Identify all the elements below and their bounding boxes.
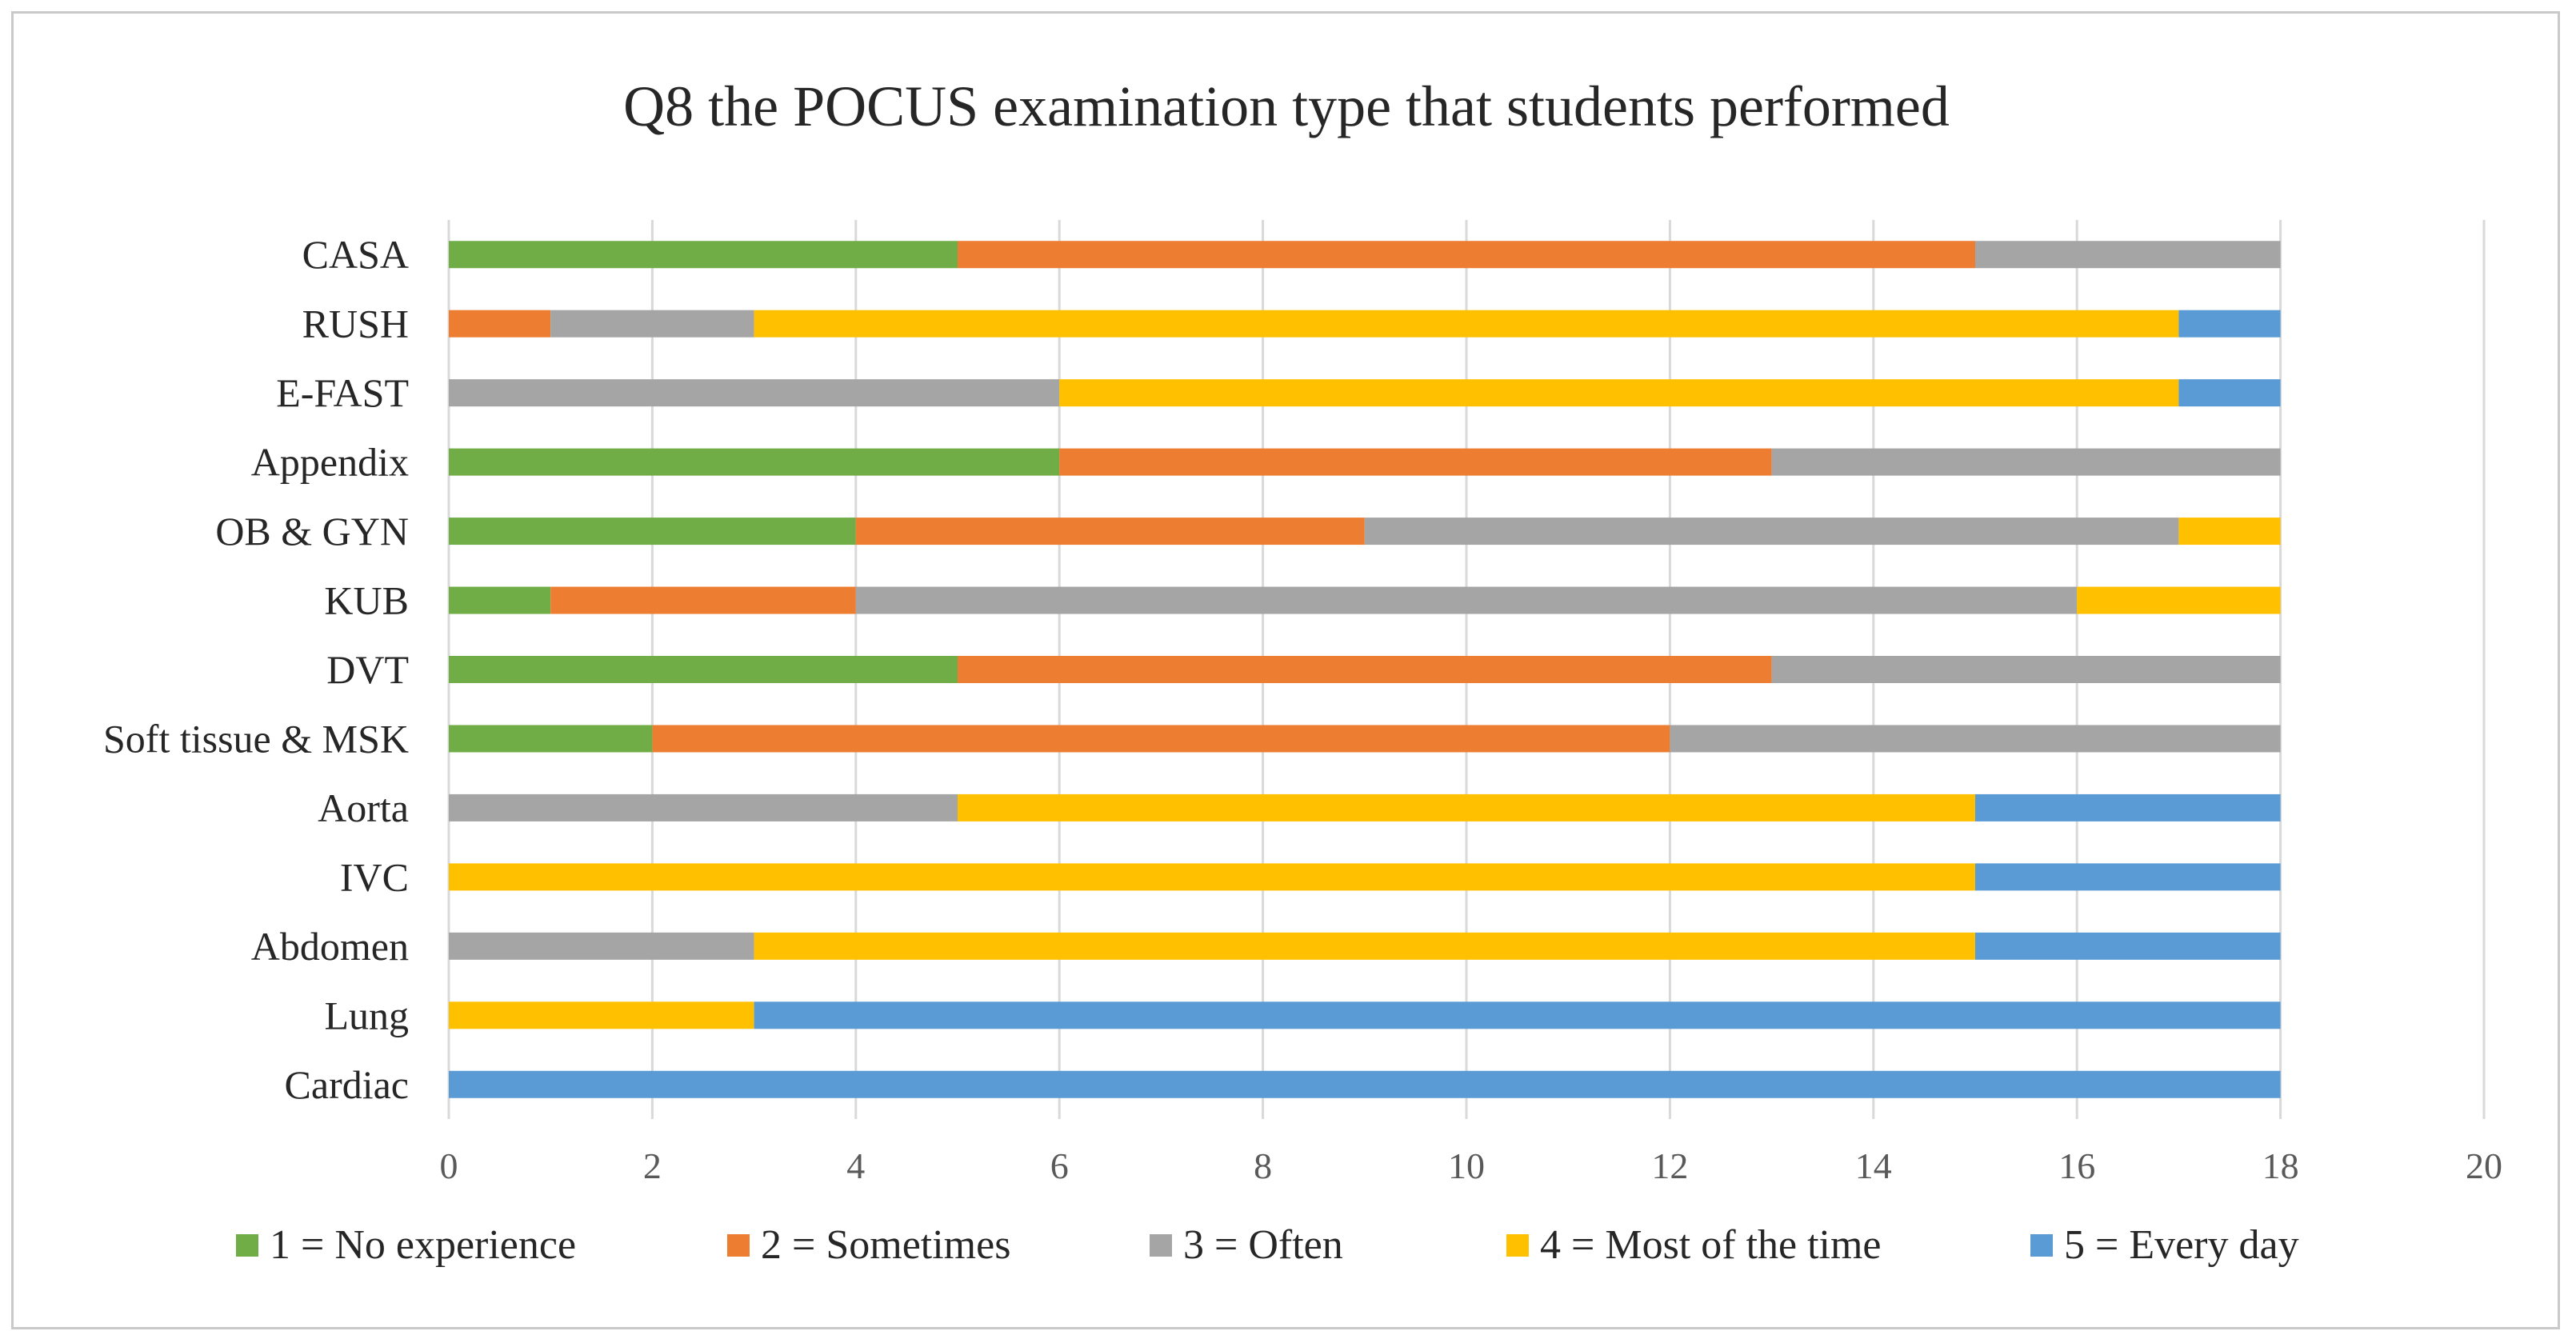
x-tick-label: 8 — [1254, 1145, 1272, 1186]
bar-segment — [449, 241, 958, 269]
category-label: DVT — [326, 647, 409, 692]
bar-segment — [958, 241, 1975, 269]
x-tick-label: 18 — [2262, 1145, 2299, 1186]
bar-segment — [855, 586, 2078, 614]
bar-segment — [449, 932, 754, 960]
bar-segment — [449, 1070, 2281, 1098]
legend-label: 4 = Most of the time — [1540, 1222, 1882, 1268]
bar-segment — [958, 793, 1975, 821]
bar-segment — [958, 656, 1772, 683]
x-tick-label: 2 — [643, 1145, 662, 1186]
bar-segment — [449, 1001, 754, 1029]
legend-label: 5 = Every day — [2064, 1222, 2299, 1268]
bar-segment — [1059, 379, 2179, 407]
bar-segment — [2178, 310, 2281, 338]
category-label: Aorta — [318, 785, 409, 830]
bar-segment — [2178, 518, 2281, 546]
bar-segment — [754, 932, 1975, 960]
bar-segment — [449, 656, 958, 683]
bar-segment — [449, 863, 1975, 891]
bar-segment — [1975, 241, 2281, 269]
x-tick-label: 6 — [1050, 1145, 1069, 1186]
x-tick-label: 20 — [2466, 1145, 2502, 1186]
bar-segment — [449, 586, 551, 614]
bar-segment — [449, 310, 551, 338]
legend-label: 1 = No experience — [270, 1222, 576, 1268]
bar-segment — [1975, 863, 2281, 891]
bar-segment — [449, 379, 1060, 407]
x-tick-label: 16 — [2058, 1145, 2095, 1186]
category-label: Soft tissue & MSK — [103, 716, 409, 761]
legend-swatch — [727, 1234, 750, 1257]
x-tick-label: 10 — [1448, 1145, 1485, 1186]
category-label: OB & GYN — [215, 509, 409, 554]
bar-segment — [1364, 518, 2179, 546]
bar-segment — [449, 518, 856, 546]
category-label: Cardiac — [285, 1062, 409, 1107]
bar-segment — [449, 725, 653, 753]
legend-swatch — [1506, 1234, 1529, 1257]
bar-segment — [2178, 379, 2281, 407]
bar-segment — [1975, 793, 2281, 821]
category-label: E-FAST — [276, 370, 409, 415]
bars-layer — [449, 241, 2281, 1098]
bar-segment — [1059, 448, 1772, 476]
legend-swatch — [1150, 1234, 1172, 1257]
legend: 1 = No experience 2 = Sometimes 3 = Often 4… — [236, 1222, 2299, 1268]
chart-frame: Q8 the POCUS examination type that stude… — [11, 11, 2560, 1329]
chart-title: Q8 the POCUS examination type that stude… — [623, 74, 1950, 138]
bar-segment — [1975, 932, 2281, 960]
bar-segment — [855, 518, 1365, 546]
category-label: KUB — [324, 578, 409, 623]
x-tick-label: 0 — [440, 1145, 458, 1186]
category-label: Abdomen — [251, 924, 409, 969]
legend-label: 3 = Often — [1183, 1222, 1343, 1268]
category-label: RUSH — [302, 302, 409, 346]
bar-segment — [550, 586, 856, 614]
bar-segment — [754, 310, 2179, 338]
legend-swatch — [236, 1234, 258, 1257]
chart-svg: Q8 the POCUS examination type that stude… — [103, 74, 2503, 1268]
legend-label: 2 = Sometimes — [761, 1222, 1010, 1268]
x-tick-labels: 0 2 4 6 8 10 12 14 16 18 20 — [440, 1145, 2503, 1186]
bar-segment — [1771, 448, 2281, 476]
bar-segment — [2077, 586, 2281, 614]
category-labels: CASA RUSH E-FAST Appendix OB & GYN KUB DVT Soft… — [103, 232, 409, 1107]
bar-segment — [652, 725, 1670, 753]
bar-segment — [1771, 656, 2281, 683]
category-label: IVC — [340, 854, 409, 899]
category-label: CASA — [302, 232, 409, 277]
bar-segment — [449, 793, 958, 821]
category-label: Lung — [324, 993, 409, 1037]
bar-segment — [550, 310, 754, 338]
legend-swatch — [2030, 1234, 2053, 1257]
x-tick-label: 14 — [1855, 1145, 1892, 1186]
bar-segment — [754, 1001, 2281, 1029]
category-label: Appendix — [251, 440, 409, 485]
bar-segment — [449, 448, 1060, 476]
x-tick-label: 12 — [1651, 1145, 1688, 1186]
x-tick-label: 4 — [846, 1145, 865, 1186]
bar-segment — [1670, 725, 2281, 753]
